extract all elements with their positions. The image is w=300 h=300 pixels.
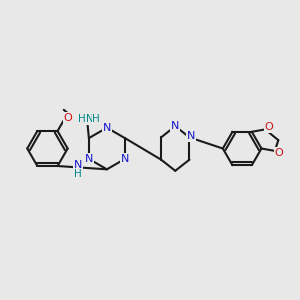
Text: N: N <box>85 154 93 164</box>
Text: H: H <box>74 169 82 179</box>
Text: H: H <box>78 114 86 124</box>
Text: O: O <box>274 148 283 158</box>
Text: H: H <box>92 114 100 124</box>
Text: O: O <box>265 122 273 132</box>
Text: N: N <box>171 121 179 131</box>
Text: N: N <box>121 154 129 164</box>
Text: O: O <box>63 113 72 123</box>
Text: N: N <box>86 114 94 124</box>
Text: N: N <box>103 123 111 133</box>
Text: N: N <box>187 131 195 141</box>
Text: N: N <box>74 160 82 170</box>
